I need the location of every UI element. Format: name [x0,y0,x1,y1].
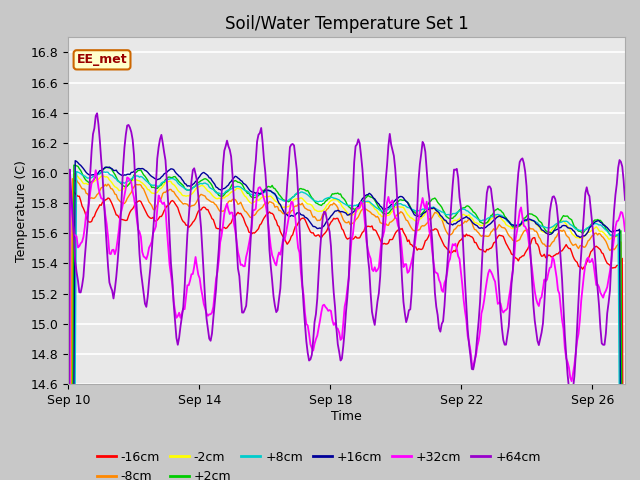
+2cm [566,216,574,222]
+16cm [72,158,79,164]
+32cm [621,228,629,234]
Y-axis label: Temperature (C): Temperature (C) [15,160,28,262]
+64cm [93,110,101,116]
+32cm [252,206,260,212]
-8cm [474,229,481,235]
+64cm [457,204,465,210]
+16cm [375,201,383,207]
+8cm [252,192,260,198]
Line: +64cm: +64cm [68,113,625,480]
-16cm [252,229,260,235]
-2cm [457,214,465,220]
+64cm [375,290,383,296]
+2cm [233,179,241,184]
-16cm [457,237,465,243]
+16cm [566,226,574,231]
+2cm [70,162,77,168]
+32cm [457,269,465,275]
+32cm [233,239,241,244]
-16cm [566,246,574,252]
-8cm [233,199,241,204]
+8cm [233,184,241,190]
-16cm [474,242,481,248]
-2cm [252,198,260,204]
Line: +32cm: +32cm [68,170,625,480]
+2cm [474,214,481,219]
+16cm [252,191,260,196]
-2cm [474,220,481,226]
-2cm [72,171,79,177]
-8cm [457,222,465,228]
+8cm [73,168,81,174]
-8cm [68,176,76,181]
+32cm [474,344,481,349]
Line: +2cm: +2cm [68,165,625,480]
+64cm [621,197,629,203]
-2cm [375,211,383,217]
-8cm [566,239,574,244]
X-axis label: Time: Time [332,409,362,422]
+8cm [566,222,574,228]
Line: -8cm: -8cm [68,179,625,480]
Legend: -16cm, -8cm, -2cm, +2cm, +8cm, +16cm, +32cm, +64cm: -16cm, -8cm, -2cm, +2cm, +8cm, +16cm, +3… [92,446,546,480]
+2cm [252,194,260,200]
-2cm [566,227,574,233]
+16cm [474,223,481,229]
Line: +8cm: +8cm [68,171,625,480]
+32cm [375,264,383,270]
+8cm [375,206,383,212]
+16cm [233,174,241,180]
+8cm [457,207,465,213]
-8cm [375,216,383,221]
Text: EE_met: EE_met [77,53,127,66]
-16cm [233,211,241,217]
+32cm [566,375,574,381]
-2cm [233,185,241,191]
-8cm [252,211,260,217]
-16cm [70,189,77,195]
+16cm [457,216,465,222]
Line: -16cm: -16cm [68,192,625,480]
Line: +16cm: +16cm [68,161,625,480]
+64cm [474,333,481,339]
+64cm [233,242,241,248]
-16cm [375,234,383,240]
+64cm [566,390,574,396]
+2cm [375,204,383,210]
+2cm [457,206,465,212]
+32cm [92,168,100,173]
Title: Soil/Water Temperature Set 1: Soil/Water Temperature Set 1 [225,15,468,33]
+8cm [474,216,481,222]
Line: -2cm: -2cm [68,174,625,480]
+64cm [252,158,260,164]
